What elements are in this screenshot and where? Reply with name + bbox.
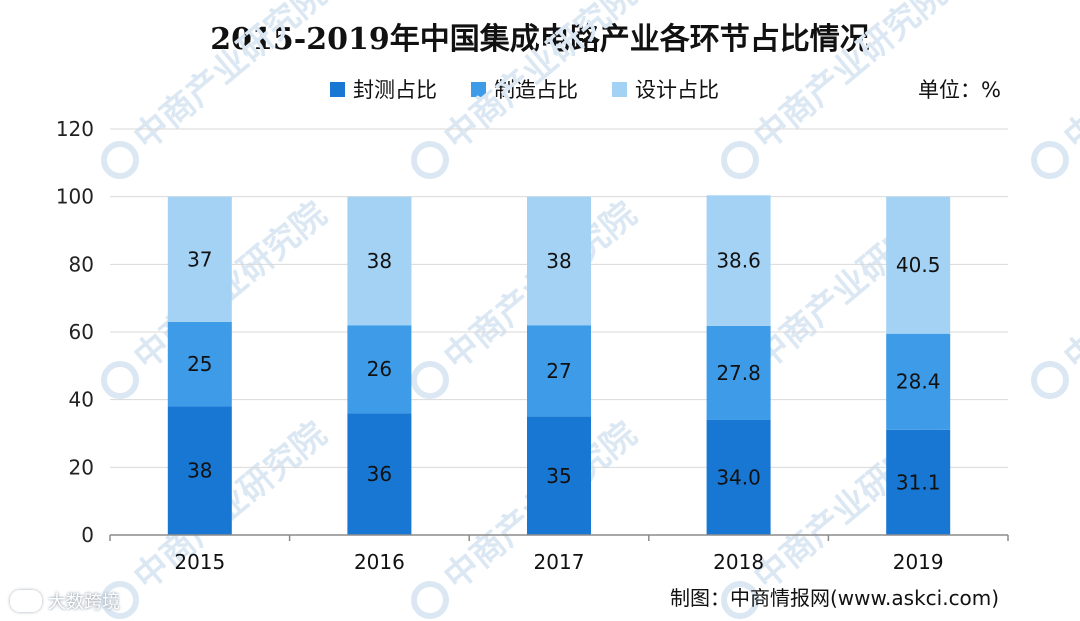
corner-watermark-text: 大数跨境 [48, 592, 120, 613]
watermark-logo-icon [101, 141, 139, 179]
bar-segment-manufacturing [527, 325, 591, 417]
watermark-tile: 中商产业研究院 [1031, 194, 1080, 399]
watermark-text: 中商产业研究院 [1056, 0, 1080, 158]
bar-segment-packaging [886, 429, 951, 535]
legend-item-packaging: 封测占比 [330, 74, 437, 104]
watermark-logo-icon [101, 361, 139, 399]
y-tick-label: 80 [69, 252, 94, 276]
y-tick-label: 40 [69, 388, 94, 412]
watermark-tile: 中商产业研究院 [411, 0, 644, 179]
legend-swatch-design [612, 81, 627, 97]
x-tick-label: 2017 [534, 550, 585, 574]
y-tick-label: 20 [69, 455, 94, 479]
x-tick-label: 2019 [893, 550, 944, 574]
y-tick-label: 0 [81, 523, 94, 547]
y-tick-label: 100 [56, 185, 94, 209]
y-tick-label: 120 [56, 117, 94, 141]
watermark-logo-icon [721, 141, 759, 179]
bar-segment-packaging [167, 406, 232, 535]
data-label: 27.8 [716, 361, 761, 385]
bar-layer [167, 195, 951, 535]
watermark-text: 中商产业研究院 [436, 0, 644, 158]
bar-segment-packaging [527, 416, 591, 535]
label-layer: 38 25 37 36 26 38 35 27 38 34.0 27.8 38.6 31.1 28.4 40… [187, 247, 940, 494]
legend-item-design: 设计占比 [612, 74, 719, 104]
bar-segment-design [886, 196, 951, 334]
x-tick-label: 2015 [174, 550, 225, 574]
bar-segment-packaging [347, 413, 412, 535]
data-label: 28.4 [896, 370, 941, 394]
axis-layer: 0 20 40 60 80 100 120 2015 2016 2017 2018 2019 [56, 117, 1009, 574]
watermark-logo-icon [1031, 361, 1069, 399]
watermark-logo-icon [721, 581, 759, 619]
chat-logo-icon [10, 590, 42, 612]
unit-label: 单位：% [918, 78, 1001, 102]
data-label: 27 [546, 359, 571, 383]
bar-segment-manufacturing [167, 321, 232, 407]
watermark-tile: 中商产业研究院 [1031, 0, 1080, 179]
data-label: 34.0 [716, 465, 761, 489]
watermark-logo-icon [411, 361, 449, 399]
legend-label-packaging: 封测占比 [353, 78, 437, 102]
bar-segment-manufacturing [347, 325, 412, 414]
data-label: 25 [187, 352, 212, 376]
data-label: 36 [367, 462, 392, 486]
watermark-text: 中商产业研究院 [746, 0, 954, 158]
legend-swatch-manufacturing [471, 81, 486, 97]
legend-label-manufacturing: 制造占比 [494, 78, 578, 102]
data-label: 40.5 [896, 253, 941, 277]
bar-segment-design [527, 196, 591, 326]
bar-segment-design [167, 196, 232, 322]
y-tick-label: 60 [69, 320, 94, 344]
x-tick-label: 2016 [354, 550, 405, 574]
bar-segment-design [347, 196, 412, 326]
chart-title: 2015-2019年中国集成电路产业各环节占比情况 [210, 22, 870, 57]
bar-segment-packaging [706, 419, 771, 535]
data-label: 37 [187, 247, 212, 271]
legend-label-design: 设计占比 [635, 78, 719, 102]
watermark-logo-icon [411, 581, 449, 619]
bar-segment-manufacturing [886, 333, 951, 430]
watermark-logo-icon [101, 581, 139, 619]
data-label: 31.1 [896, 470, 941, 494]
watermark-logo-icon [1031, 141, 1069, 179]
data-label: 26 [367, 357, 392, 381]
data-label: 38.6 [716, 249, 761, 273]
bar-segment-design [706, 195, 771, 326]
legend: 封测占比 制造占比 设计占比 [330, 74, 719, 104]
source-credit: 制图：中商情报网(www.askci.com) [670, 586, 1000, 610]
watermark-tile: 中商产业研究院 [411, 414, 644, 619]
bar-segment-manufacturing [706, 325, 771, 420]
data-label: 38 [546, 249, 571, 273]
watermark-tile: 中商产业研究院 [411, 194, 644, 399]
watermark-tile: 中商产业研究院 [721, 0, 954, 179]
watermark-text: 中商产业研究院 [1056, 194, 1080, 378]
corner-watermark: 大数跨境 [10, 588, 120, 614]
x-tick-label: 2018 [713, 550, 764, 574]
legend-swatch-packaging [330, 81, 345, 97]
data-label: 38 [187, 459, 212, 483]
legend-item-manufacturing: 制造占比 [471, 74, 578, 104]
data-label: 38 [367, 249, 392, 273]
watermark-logo-icon [411, 141, 449, 179]
watermark-tile: 中商产业研究院 [101, 0, 334, 179]
data-label: 35 [546, 464, 571, 488]
watermark-text: 中商产业研究院 [126, 0, 334, 158]
